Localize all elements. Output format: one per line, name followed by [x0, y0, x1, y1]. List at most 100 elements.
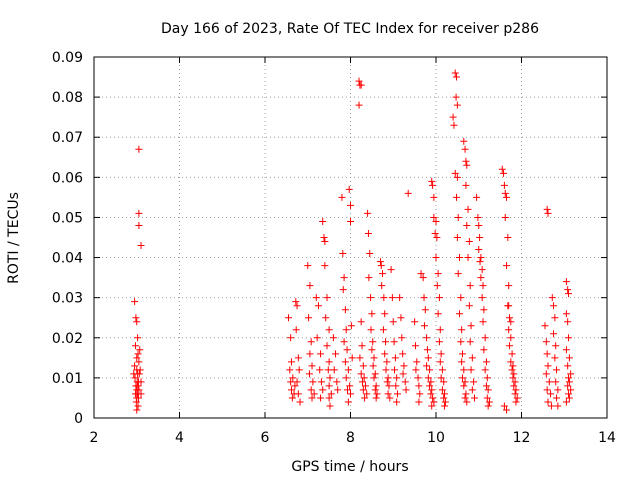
- data-point: [461, 394, 469, 402]
- data-point: [361, 394, 369, 402]
- data-point: [292, 298, 300, 306]
- data-point: [325, 382, 333, 390]
- data-point: [415, 382, 423, 390]
- y-tick-label: 0: [74, 411, 83, 427]
- data-point: [564, 362, 572, 370]
- data-point: [312, 294, 320, 302]
- y-tick-label: 0.02: [52, 331, 83, 347]
- y-tick-label: 0.05: [52, 210, 83, 226]
- data-point: [394, 390, 402, 398]
- data-point: [565, 290, 573, 298]
- data-point: [452, 93, 460, 101]
- data-point: [368, 310, 376, 318]
- data-point: [287, 334, 295, 342]
- data-point: [130, 370, 138, 378]
- data-point: [459, 350, 467, 358]
- data-point: [453, 193, 461, 201]
- data-point: [457, 338, 465, 346]
- data-point: [134, 350, 142, 358]
- data-point: [434, 270, 442, 278]
- data-point: [359, 386, 367, 394]
- data-point: [307, 338, 315, 346]
- data-point: [411, 318, 419, 326]
- x-tick-labels: 2 4 6 8 10 12 14: [90, 430, 616, 446]
- data-point: [294, 390, 302, 398]
- data-point: [379, 270, 387, 278]
- data-point: [347, 390, 354, 398]
- data-point: [426, 366, 434, 374]
- data-point: [475, 221, 483, 229]
- data-point: [429, 181, 437, 189]
- data-point: [476, 258, 484, 266]
- data-point: [345, 185, 353, 193]
- data-point: [420, 294, 428, 302]
- data-point: [567, 386, 575, 394]
- y-tick-label: 0.03: [52, 291, 83, 307]
- data-point: [465, 302, 473, 310]
- data-point: [424, 354, 432, 362]
- x-axis-label: GPS time / hours: [291, 459, 408, 475]
- data-point: [389, 318, 397, 326]
- data-point: [463, 398, 471, 406]
- data-point: [482, 382, 490, 390]
- data-point: [477, 254, 485, 262]
- data-point: [313, 334, 321, 342]
- data-point: [511, 390, 519, 398]
- grid-lines: [94, 57, 607, 418]
- data-point: [554, 402, 562, 410]
- data-point: [479, 282, 487, 290]
- data-point: [329, 334, 337, 342]
- data-point: [451, 169, 459, 177]
- data-point: [503, 262, 511, 270]
- data-point: [365, 274, 373, 282]
- data-point: [562, 398, 570, 406]
- data-point: [505, 282, 513, 290]
- data-point: [348, 354, 356, 362]
- data-point: [477, 274, 485, 282]
- data-point: [483, 394, 491, 402]
- data-point: [397, 314, 405, 322]
- data-point: [437, 350, 445, 358]
- y-tick-label: 0.08: [52, 90, 83, 106]
- data-point: [364, 229, 372, 237]
- data-point: [512, 386, 520, 394]
- data-point: [286, 366, 294, 374]
- data-point: [379, 326, 387, 334]
- data-point: [294, 354, 302, 362]
- data-point: [388, 294, 396, 302]
- data-point: [542, 338, 550, 346]
- data-point: [135, 221, 143, 229]
- x-tick-label: 10: [427, 430, 445, 446]
- data-point: [423, 346, 431, 354]
- data-point: [363, 390, 371, 398]
- data-point: [401, 378, 409, 386]
- data-point: [135, 209, 143, 217]
- data-point: [453, 101, 461, 109]
- data-point: [543, 350, 551, 358]
- data-point: [324, 366, 332, 374]
- x-tick-label: 4: [175, 430, 184, 446]
- data-point: [552, 378, 560, 386]
- data-point: [461, 145, 469, 153]
- data-point: [370, 354, 378, 362]
- data-point: [371, 386, 379, 394]
- data-point: [550, 330, 558, 338]
- data-point: [484, 386, 492, 394]
- data-point: [503, 406, 511, 414]
- data-point: [373, 390, 381, 398]
- data-point: [426, 382, 434, 390]
- data-point: [392, 382, 400, 390]
- data-point: [332, 350, 340, 358]
- data-point: [344, 386, 352, 394]
- data-point: [340, 274, 348, 282]
- data-point: [456, 254, 464, 262]
- data-point: [562, 346, 570, 354]
- data-point: [419, 274, 427, 282]
- data-point: [457, 294, 465, 302]
- data-point: [423, 334, 431, 342]
- data-point: [137, 242, 145, 250]
- data-point: [548, 294, 556, 302]
- chart-title: Day 166 of 2023, Rate Of TEC Index for r…: [161, 21, 539, 37]
- data-point: [342, 326, 350, 334]
- data-point: [565, 378, 573, 386]
